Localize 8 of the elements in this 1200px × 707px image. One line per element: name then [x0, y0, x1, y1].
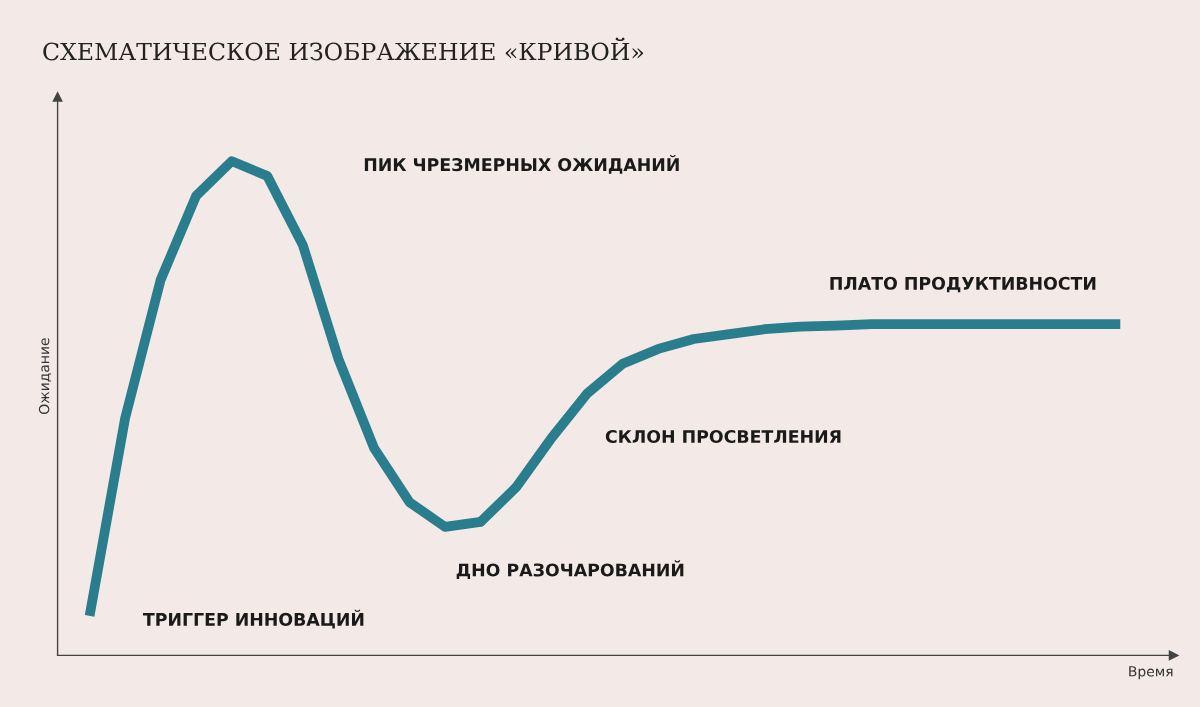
- y-axis-title: Ожидание: [38, 338, 52, 414]
- annotation: ДНО РАЗОЧАРОВАНИЙ: [456, 560, 684, 580]
- annotation: ПИК ЧРЕЗМЕРНЫХ ОЖИДАНИЙ: [364, 154, 679, 174]
- x-axis-title: Время: [1129, 666, 1173, 680]
- annotation: СКЛОН ПРОСВЕТЛЕНИЯ: [605, 429, 841, 444]
- annotation: ПЛАТО ПРОДУКТИВНОСТИ: [830, 276, 1096, 293]
- chart-title: СХЕМАТИЧЕСКОЕ ИЗОБРАЖЕНИЕ «КРИВОЙ»: [43, 37, 644, 61]
- annotation: ТРИГГЕР ИННОВАЦИЙ: [142, 609, 364, 629]
